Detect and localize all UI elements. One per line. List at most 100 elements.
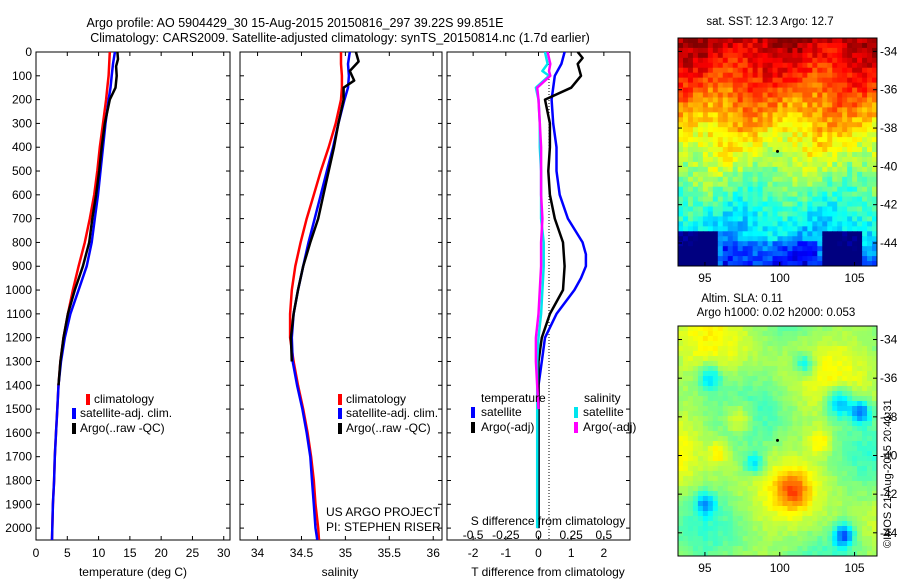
sla-cell xyxy=(812,546,818,552)
sla-cell xyxy=(757,411,764,417)
sla-cell xyxy=(807,431,813,437)
sla-cell xyxy=(792,501,798,507)
sst-cell xyxy=(867,137,873,143)
sla-cell xyxy=(817,326,823,332)
sst-cell xyxy=(777,226,784,232)
sla-cell xyxy=(767,366,774,372)
sst-cell xyxy=(842,236,848,242)
sst-cell xyxy=(832,256,838,262)
sst-cell xyxy=(767,251,774,257)
sla-cell xyxy=(847,391,853,397)
sla-cell xyxy=(762,466,769,472)
legend-swatch-t-satellite xyxy=(471,407,475,418)
sla-cell xyxy=(737,516,744,522)
sst-cell xyxy=(812,77,818,84)
sla-cell xyxy=(722,406,729,412)
sst-cell xyxy=(712,161,719,168)
sla-cell xyxy=(812,366,818,372)
sla-cell xyxy=(812,396,818,402)
sst-cell xyxy=(747,87,754,94)
sst-cell xyxy=(867,67,873,74)
sst-cell xyxy=(767,77,774,84)
sla-cell xyxy=(757,471,764,477)
sst-cell xyxy=(702,62,709,69)
sla-cell xyxy=(832,371,838,377)
sla-cell xyxy=(727,401,734,407)
sla-cell xyxy=(712,546,719,552)
sst-cell xyxy=(807,241,813,247)
sst-cell xyxy=(772,256,779,262)
sst-cell xyxy=(767,226,774,232)
sla-cell xyxy=(732,491,739,497)
sst-cell xyxy=(852,166,858,173)
sla-cell xyxy=(822,431,828,437)
sst-cell xyxy=(742,156,749,163)
sla-cell xyxy=(757,386,764,392)
sla-cell xyxy=(767,401,774,407)
sla-cell xyxy=(712,551,719,556)
t-difference-axis-ticks: -2 -1 0 1 2 xyxy=(468,52,608,560)
sst-cell xyxy=(727,132,734,138)
sla-cell xyxy=(682,381,689,387)
sla-cell xyxy=(678,516,684,522)
sla-cell xyxy=(702,536,709,542)
sla-cell xyxy=(722,446,729,452)
sla-cell xyxy=(847,366,853,372)
sst-cell xyxy=(702,102,709,108)
sst-cell xyxy=(702,92,709,99)
profile-location-marker xyxy=(776,149,780,153)
sst-cell xyxy=(827,196,833,203)
sst-cell xyxy=(762,52,769,59)
sla-cell xyxy=(752,481,759,487)
sla-cell xyxy=(807,396,813,402)
sst-cell xyxy=(802,147,808,153)
sla-cell xyxy=(872,346,877,352)
sla-cell xyxy=(787,406,794,412)
sst-cell xyxy=(807,122,813,128)
sst-cell xyxy=(777,166,784,173)
sla-cell xyxy=(852,356,858,362)
sla-cell xyxy=(777,521,784,527)
sst-cell xyxy=(842,97,848,104)
sla-cell xyxy=(727,421,734,427)
sst-cell xyxy=(812,221,818,227)
sla-cell xyxy=(712,331,719,337)
sst-cell xyxy=(787,72,794,79)
sst-cell xyxy=(842,107,848,113)
sst-cell xyxy=(857,117,863,123)
sst-cell xyxy=(782,122,789,128)
sla-cell xyxy=(692,401,699,407)
sst-cell xyxy=(717,256,724,262)
sla-cell xyxy=(722,501,729,507)
sst-cell xyxy=(857,231,863,237)
sst-cell xyxy=(772,246,779,252)
sst-cell xyxy=(807,256,813,262)
sla-cell xyxy=(742,521,749,527)
sst-cell xyxy=(862,127,868,133)
sst-cell xyxy=(777,38,784,44)
sst-cell xyxy=(687,127,694,133)
sst-cell xyxy=(732,191,739,198)
sst-cell xyxy=(837,132,843,138)
sst-cell xyxy=(807,62,813,69)
sst-cell xyxy=(847,112,853,118)
sst-cell xyxy=(777,246,784,252)
sst-cell xyxy=(827,77,833,84)
sla-cell xyxy=(827,511,833,517)
sst-cell xyxy=(717,142,724,148)
sla-cell xyxy=(837,371,843,377)
sla-cell xyxy=(692,521,699,527)
sst-cell xyxy=(752,87,759,94)
sla-cell xyxy=(777,431,784,437)
sla-cell xyxy=(862,496,868,502)
sla-cell xyxy=(717,496,724,502)
sla-cell xyxy=(687,496,694,502)
sst-cell xyxy=(782,38,789,44)
sla-cell xyxy=(787,496,794,502)
sla-cell xyxy=(847,431,853,437)
sla-cell xyxy=(732,351,739,357)
sst-cell xyxy=(807,102,813,108)
sla-cell xyxy=(762,496,769,502)
sla-cell xyxy=(702,341,709,347)
sla-cell xyxy=(832,336,838,342)
